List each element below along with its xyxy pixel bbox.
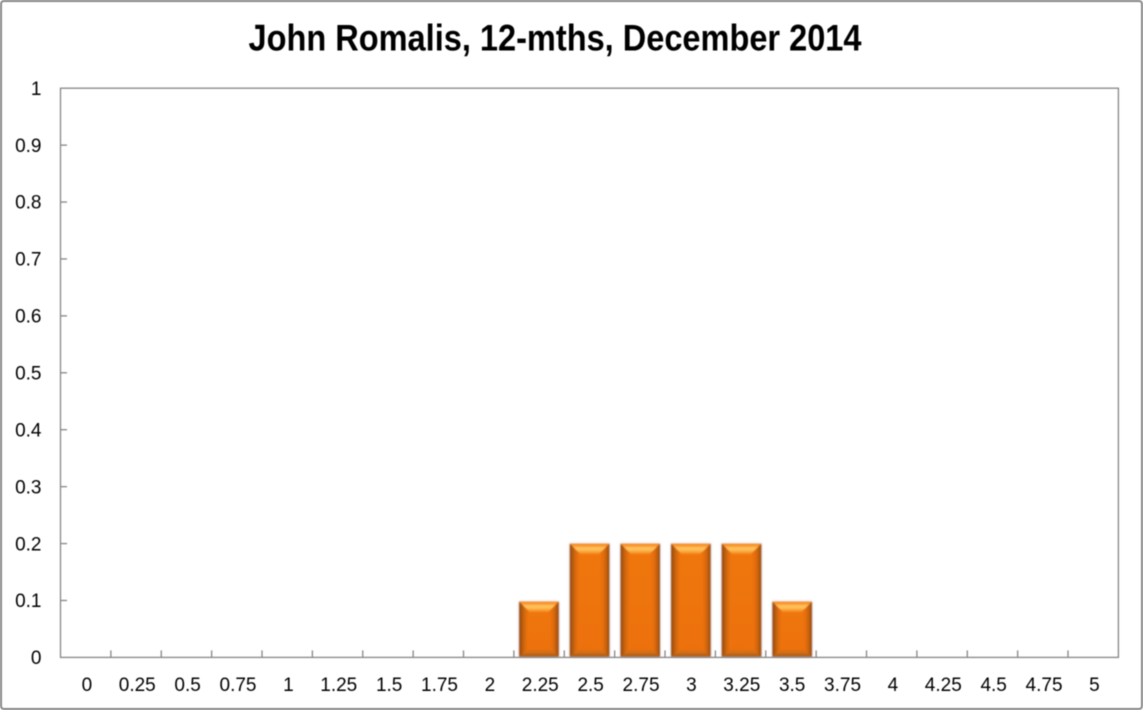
svg-text:0: 0 bbox=[31, 648, 42, 669]
svg-text:1.75: 1.75 bbox=[421, 675, 458, 696]
svg-text:0.5: 0.5 bbox=[174, 675, 200, 696]
svg-text:1.5: 1.5 bbox=[376, 675, 402, 696]
svg-text:0.25: 0.25 bbox=[119, 675, 156, 696]
svg-text:0.1: 0.1 bbox=[15, 591, 41, 612]
svg-text:0.2: 0.2 bbox=[15, 534, 41, 555]
svg-text:3.25: 3.25 bbox=[723, 675, 760, 696]
svg-text:4.75: 4.75 bbox=[1026, 675, 1063, 696]
svg-text:3: 3 bbox=[686, 675, 697, 696]
svg-text:2.5: 2.5 bbox=[577, 675, 603, 696]
svg-text:3.5: 3.5 bbox=[779, 675, 805, 696]
svg-text:3.75: 3.75 bbox=[824, 675, 861, 696]
svg-text:5: 5 bbox=[1089, 675, 1100, 696]
svg-text:0.75: 0.75 bbox=[220, 675, 257, 696]
svg-text:2.25: 2.25 bbox=[522, 675, 559, 696]
svg-text:0.7: 0.7 bbox=[15, 250, 41, 271]
svg-text:0.8: 0.8 bbox=[15, 193, 41, 214]
svg-text:0.3: 0.3 bbox=[15, 477, 41, 498]
svg-text:0.9: 0.9 bbox=[15, 136, 41, 157]
svg-text:0.4: 0.4 bbox=[15, 420, 42, 441]
svg-text:4.25: 4.25 bbox=[925, 675, 962, 696]
svg-text:2: 2 bbox=[485, 675, 496, 696]
svg-text:1: 1 bbox=[31, 79, 42, 100]
svg-text:2.75: 2.75 bbox=[623, 675, 660, 696]
svg-text:0.5: 0.5 bbox=[15, 364, 41, 385]
svg-text:John Romalis, 12-mths, Decembe: John Romalis, 12-mths, December 2014 bbox=[249, 17, 862, 59]
svg-text:4.5: 4.5 bbox=[980, 675, 1006, 696]
svg-text:1: 1 bbox=[283, 675, 294, 696]
svg-text:1.25: 1.25 bbox=[320, 675, 357, 696]
svg-text:0.6: 0.6 bbox=[15, 307, 41, 328]
svg-text:0: 0 bbox=[82, 675, 93, 696]
svg-text:4: 4 bbox=[888, 675, 899, 696]
